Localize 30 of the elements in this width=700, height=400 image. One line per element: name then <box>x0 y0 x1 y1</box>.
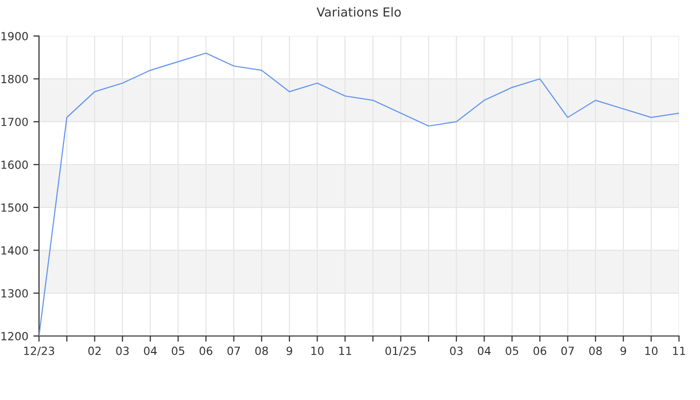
y-tick-label: 1900 <box>2 32 28 40</box>
x-tick-label: 9 <box>620 346 626 356</box>
x-tick-label: 12/23 <box>24 346 54 356</box>
x-tick-label: 01/25 <box>385 346 416 356</box>
x-tick-label: 07 <box>561 346 574 356</box>
x-tick-label: 11 <box>339 346 352 355</box>
y-tick-label: 1700 <box>2 118 28 126</box>
x-tick-label: 03 <box>450 346 463 356</box>
x-tick-label: 04 <box>478 346 491 356</box>
y-tick-label: 1800 <box>2 74 28 84</box>
y-tick-label: 1200 <box>2 332 28 340</box>
y-tick-label: 1300 <box>2 289 28 298</box>
x-tick-label: 06 <box>534 346 546 356</box>
x-tick-label: 10 <box>311 346 324 356</box>
x-tick-label: 11 <box>673 346 686 355</box>
x-tick-label: 06 <box>200 346 212 356</box>
x-tick-label: 05 <box>172 346 184 356</box>
x-tick-label: 04 <box>144 346 157 356</box>
x-tick-label: 02 <box>88 346 101 356</box>
x-tick-label: 10 <box>645 346 658 356</box>
x-tick-label: 03 <box>116 346 129 356</box>
x-tick-label: 05 <box>506 346 518 356</box>
x-tick-label: 08 <box>255 346 268 356</box>
x-tick-label: 07 <box>227 346 240 356</box>
x-tick-label: 9 <box>286 346 292 356</box>
chart-title: Variations Elo <box>316 7 401 17</box>
y-tick-label: 1500 <box>2 203 28 212</box>
x-tick-label: 08 <box>589 346 602 356</box>
y-tick-label: 1400 <box>2 246 28 255</box>
y-tick-label: 1600 <box>2 160 28 169</box>
